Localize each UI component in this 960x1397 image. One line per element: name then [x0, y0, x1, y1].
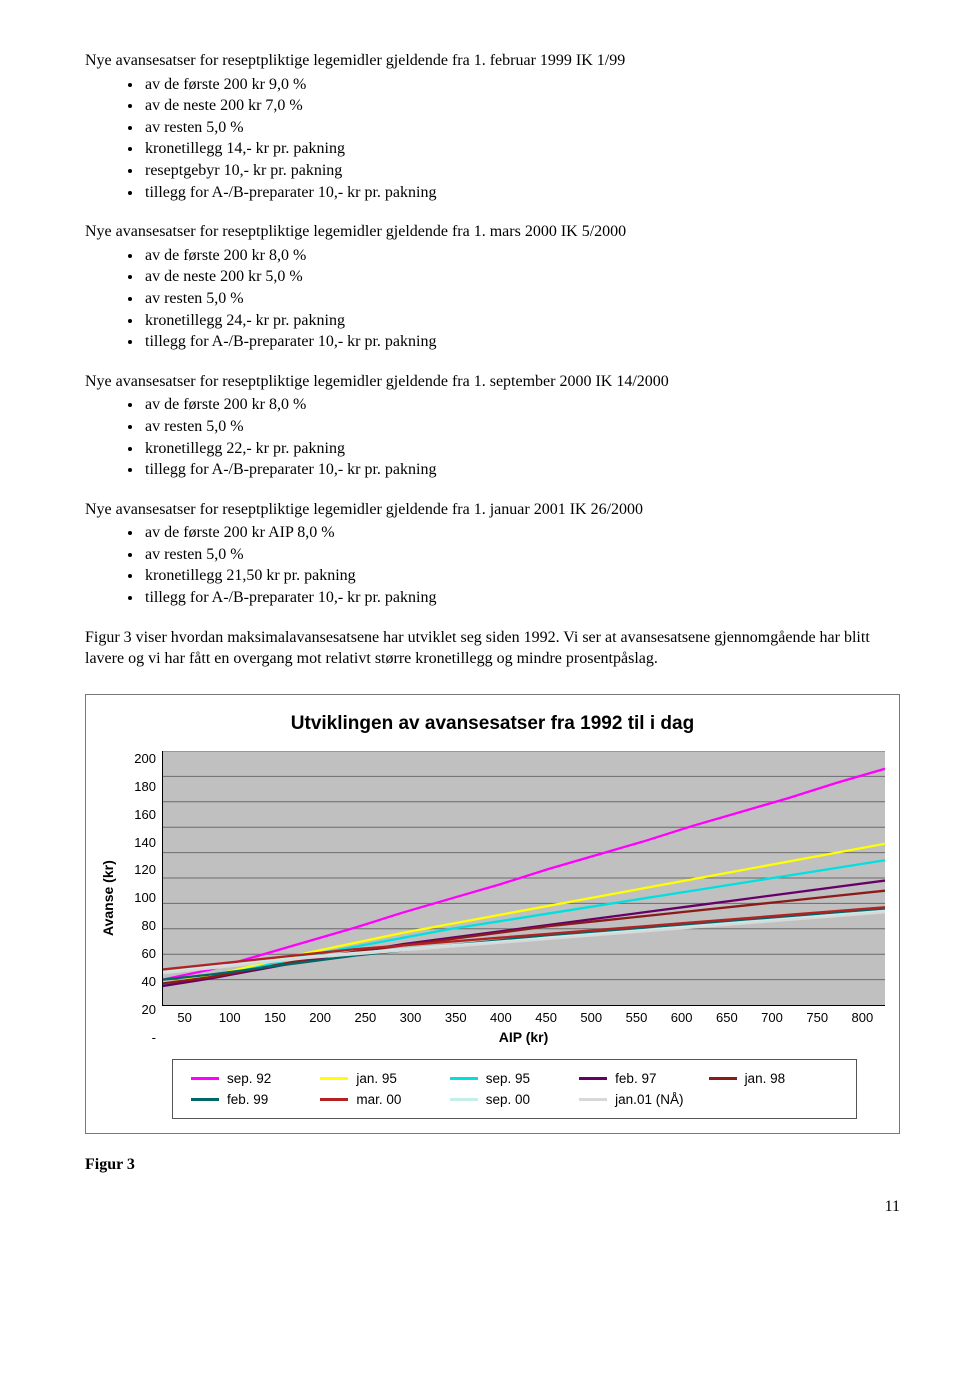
- list-item: kronetillegg 14,- kr pr. pakning: [143, 138, 900, 160]
- x-tick-label: 250: [343, 1010, 388, 1025]
- y-tick-label: 140: [122, 835, 156, 850]
- legend-swatch: [579, 1077, 607, 1080]
- legend-item: jan. 95: [320, 1068, 449, 1089]
- chart-title: Utviklingen av avansesatser fra 1992 til…: [100, 713, 885, 735]
- legend-swatch: [579, 1098, 607, 1101]
- x-tick-label: 200: [298, 1010, 343, 1025]
- legend-label: feb. 99: [227, 1092, 268, 1107]
- x-tick-label: 500: [569, 1010, 614, 1025]
- list-item: kronetillegg 21,50 kr pr. pakning: [143, 565, 900, 587]
- chart-svg: [163, 751, 885, 1005]
- list-item: tillegg for A-/B-preparater 10,- kr pr. …: [143, 459, 900, 481]
- y-tick-label: 40: [122, 974, 156, 989]
- legend-item: sep. 92: [191, 1068, 320, 1089]
- list-item: kronetillegg 24,- kr pr. pakning: [143, 310, 900, 332]
- y-tick-label: 200: [122, 751, 156, 766]
- list-item: av de neste 200 kr 7,0 %: [143, 95, 900, 117]
- list-item: tillegg for A-/B-preparater 10,- kr pr. …: [143, 587, 900, 609]
- section1-list: av de første 200 kr 9,0 % av de neste 20…: [85, 74, 900, 204]
- section3-list: av de første 200 kr 8,0 % av resten 5,0 …: [85, 394, 900, 480]
- list-item: av de første 200 kr 8,0 %: [143, 245, 900, 267]
- legend-label: jan.01 (NÅ): [615, 1092, 683, 1107]
- x-tick-label: 350: [433, 1010, 478, 1025]
- x-tick-label: 650: [704, 1010, 749, 1025]
- list-item: tillegg for A-/B-preparater 10,- kr pr. …: [143, 331, 900, 353]
- x-tick-label: 550: [614, 1010, 659, 1025]
- legend-label: feb. 97: [615, 1071, 656, 1086]
- x-axis-ticks: 5010015020025030035040045050055060065070…: [162, 1010, 885, 1025]
- series-line: [163, 880, 885, 985]
- list-item: av resten 5,0 %: [143, 288, 900, 310]
- y-tick-label: 100: [122, 890, 156, 905]
- x-tick-label: 800: [840, 1010, 885, 1025]
- y-tick-label: 160: [122, 807, 156, 822]
- list-item: av de første 200 kr 9,0 %: [143, 74, 900, 96]
- list-item: kronetillegg 22,- kr pr. pakning: [143, 438, 900, 460]
- page-number: 11: [85, 1198, 900, 1216]
- y-tick-label: -: [122, 1030, 156, 1045]
- y-tick-label: 60: [122, 946, 156, 961]
- legend-item: sep. 00: [450, 1089, 579, 1110]
- x-tick-label: 150: [252, 1010, 297, 1025]
- legend-label: sep. 95: [486, 1071, 530, 1086]
- x-tick-label: 750: [795, 1010, 840, 1025]
- list-item: av resten 5,0 %: [143, 416, 900, 438]
- legend-item: jan. 98: [709, 1068, 838, 1089]
- plot-area: [162, 751, 885, 1006]
- x-tick-label: 300: [388, 1010, 433, 1025]
- body-paragraph: Figur 3 viser hvordan maksimalavansesats…: [85, 627, 900, 670]
- x-tick-label: 450: [524, 1010, 569, 1025]
- section2-list: av de første 200 kr 8,0 % av de neste 20…: [85, 245, 900, 353]
- list-item: av resten 5,0 %: [143, 117, 900, 139]
- legend-swatch: [450, 1077, 478, 1080]
- y-tick-label: 80: [122, 918, 156, 933]
- legend-swatch: [450, 1098, 478, 1101]
- section4-list: av de første 200 kr AIP 8,0 % av resten …: [85, 522, 900, 608]
- legend-swatch: [320, 1077, 348, 1080]
- y-tick-label: 20: [122, 1002, 156, 1017]
- list-item: tillegg for A-/B-preparater 10,- kr pr. …: [143, 182, 900, 204]
- x-tick-label: 600: [659, 1010, 704, 1025]
- section3-heading: Nye avansesatser for reseptpliktige lege…: [85, 371, 900, 393]
- list-item: av de neste 200 kr 5,0 %: [143, 266, 900, 288]
- x-tick-label: 700: [749, 1010, 794, 1025]
- list-item: av de første 200 kr 8,0 %: [143, 394, 900, 416]
- series-line: [163, 769, 885, 980]
- y-tick-label: 120: [122, 862, 156, 877]
- section4-heading: Nye avansesatser for reseptpliktige lege…: [85, 499, 900, 521]
- legend-label: sep. 00: [486, 1092, 530, 1107]
- legend-swatch: [191, 1098, 219, 1101]
- legend-label: jan. 95: [356, 1071, 397, 1086]
- x-tick-label: 50: [162, 1010, 207, 1025]
- legend-swatch: [709, 1077, 737, 1080]
- y-axis-ticks: 200 180 160 140 120 100 80 60 40 20 -: [122, 751, 162, 1045]
- list-item: av de første 200 kr AIP 8,0 %: [143, 522, 900, 544]
- legend-item: mar. 00: [320, 1089, 449, 1110]
- x-axis-title: AIP (kr): [162, 1029, 885, 1045]
- legend-swatch: [320, 1098, 348, 1101]
- legend-item: sep. 95: [450, 1068, 579, 1089]
- x-tick-label: 100: [207, 1010, 252, 1025]
- list-item: reseptgebyr 10,- kr pr. pakning: [143, 160, 900, 182]
- figure-label: Figur 3: [85, 1156, 900, 1174]
- legend-item: jan.01 (NÅ): [579, 1089, 708, 1110]
- y-tick-label: 180: [122, 779, 156, 794]
- y-axis-title: Avanse (kr): [100, 751, 116, 1045]
- legend-box: sep. 92 jan. 95 sep. 95 feb. 97 jan. 98 feb. …: [172, 1059, 857, 1119]
- legend-label: sep. 92: [227, 1071, 271, 1086]
- legend-item: feb. 97: [579, 1068, 708, 1089]
- legend-swatch: [191, 1077, 219, 1080]
- section2-heading: Nye avansesatser for reseptpliktige lege…: [85, 221, 900, 243]
- legend-item: feb. 99: [191, 1089, 320, 1110]
- legend-label: jan. 98: [745, 1071, 786, 1086]
- chart-container: Utviklingen av avansesatser fra 1992 til…: [85, 694, 900, 1134]
- section1-heading: Nye avansesatser for reseptpliktige lege…: [85, 50, 900, 72]
- legend-label: mar. 00: [356, 1092, 401, 1107]
- x-tick-label: 400: [478, 1010, 523, 1025]
- list-item: av resten 5,0 %: [143, 544, 900, 566]
